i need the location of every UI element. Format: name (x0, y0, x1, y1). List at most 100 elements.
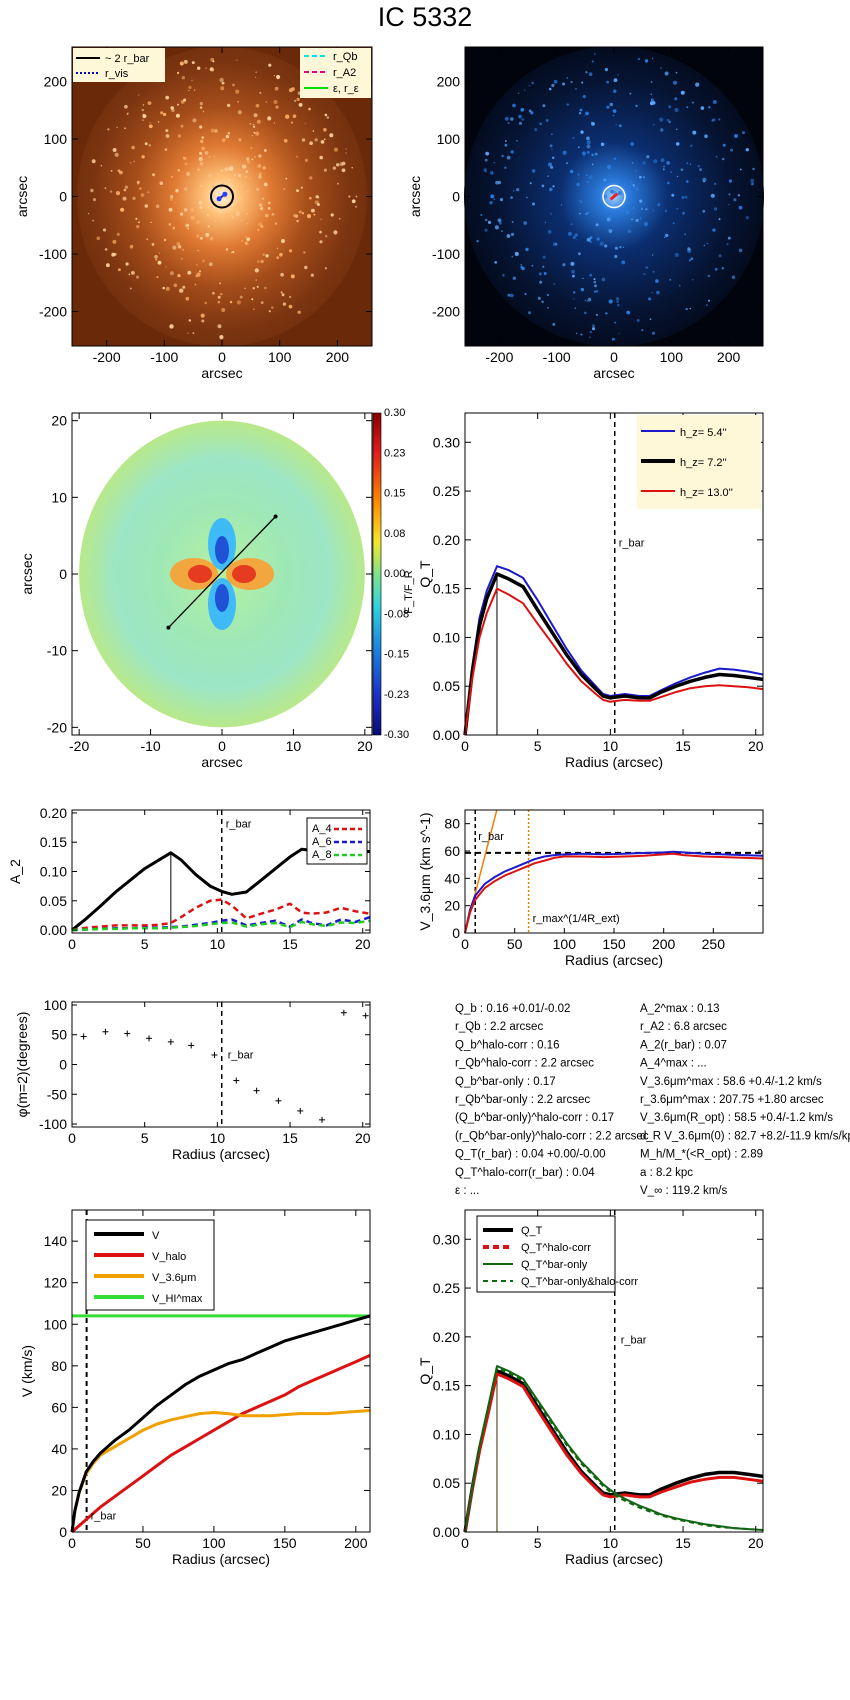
y-tick-label: -10 (47, 643, 67, 659)
colorbar-label: F_T/F_R (403, 570, 415, 613)
star (650, 81, 653, 83)
star (261, 197, 265, 200)
parameter-left: r_Qb^halo-corr : 2.2 arcsec (455, 1058, 594, 1070)
star (629, 92, 632, 95)
star (168, 223, 172, 226)
y-tick-label: 0 (59, 1524, 67, 1540)
star (510, 196, 513, 199)
star (283, 138, 288, 143)
star (550, 213, 552, 215)
star (92, 198, 97, 202)
star (276, 247, 279, 249)
star (314, 138, 318, 142)
x-tick-label: 5 (534, 738, 542, 754)
star (604, 68, 609, 72)
star (319, 230, 322, 234)
star (613, 78, 618, 83)
legend-label: V_3.6μm (152, 1272, 196, 1284)
star (239, 295, 243, 299)
parameter-right: V_3.6μm^max : 58.6 +0.4/-1.2 km/s (640, 1076, 822, 1088)
series-line (463, 1372, 764, 1533)
star (120, 207, 125, 212)
star (252, 287, 255, 290)
star (147, 101, 152, 105)
star (577, 173, 580, 176)
star (112, 239, 117, 244)
y-axis-label: A_2 (7, 859, 23, 884)
star (580, 287, 585, 292)
star (199, 102, 203, 106)
star (745, 216, 749, 220)
star (267, 207, 271, 210)
star (256, 285, 259, 288)
star (606, 217, 611, 222)
star (164, 148, 168, 151)
star (148, 144, 151, 147)
star (566, 103, 569, 106)
star (227, 183, 232, 187)
star (198, 270, 202, 273)
star (149, 122, 151, 124)
star (232, 204, 235, 206)
x-tick-label: 50 (507, 936, 523, 952)
star (745, 148, 749, 152)
star (201, 146, 206, 151)
x-tick-label: -200 (485, 349, 513, 365)
star (618, 182, 623, 187)
star (237, 100, 239, 103)
star (707, 274, 711, 278)
star (252, 123, 255, 126)
star (222, 182, 225, 185)
x-tick-label: 150 (602, 936, 626, 952)
star (676, 207, 679, 210)
rbar-label: r_bar (228, 1050, 254, 1062)
star (614, 254, 618, 259)
star (626, 310, 631, 315)
star (579, 200, 583, 204)
star (142, 119, 144, 121)
rbar-label: r_bar (619, 538, 645, 550)
star (201, 136, 204, 139)
x-tick-label: 5 (534, 1535, 542, 1551)
star (706, 304, 708, 306)
y-axis-label: arcsec (14, 176, 30, 217)
star (643, 273, 646, 275)
star (196, 234, 200, 238)
star (586, 180, 589, 184)
star (273, 122, 275, 124)
star (603, 178, 607, 182)
star (699, 168, 703, 172)
parameter-right: V_3.6μm(R_opt) : 58.5 +0.4/-1.2 km/s (640, 1112, 833, 1124)
x-tick-label: 100 (660, 349, 684, 365)
star (645, 208, 648, 211)
star (595, 223, 599, 227)
star (246, 160, 251, 164)
star (249, 177, 252, 180)
star (280, 272, 284, 277)
star (355, 195, 358, 198)
star (217, 324, 222, 329)
x-tick-label: 200 (326, 349, 350, 365)
star (643, 176, 645, 179)
star (196, 264, 198, 266)
rmax-label: r_max^(1/4R_ext) (533, 913, 620, 925)
star (214, 129, 218, 133)
star (591, 153, 594, 157)
star (177, 103, 179, 106)
star (532, 202, 535, 206)
star (225, 217, 229, 221)
star (348, 195, 351, 198)
star (514, 252, 519, 256)
star (296, 189, 299, 193)
star (589, 273, 593, 277)
star (136, 182, 139, 185)
star (196, 220, 201, 225)
star (319, 155, 324, 160)
positive-lobe-core (188, 565, 212, 583)
star (632, 184, 635, 187)
star (586, 144, 591, 149)
star (91, 159, 96, 164)
star (251, 134, 254, 137)
star (495, 180, 499, 185)
